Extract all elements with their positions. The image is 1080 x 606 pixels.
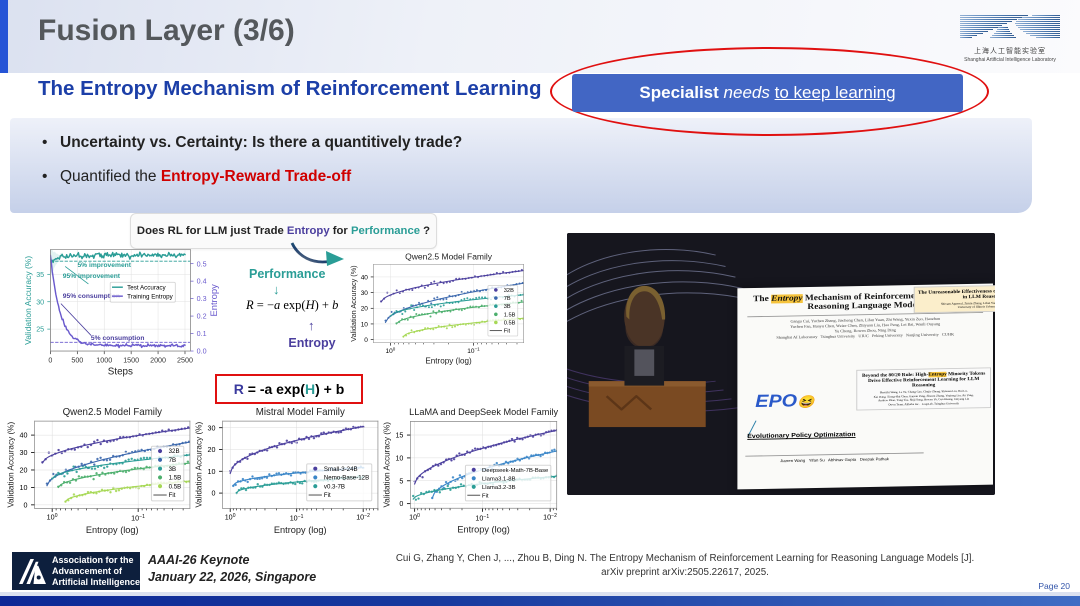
svg-text:10: 10 — [361, 321, 369, 328]
svg-text:Fit: Fit — [504, 329, 511, 335]
svg-text:7B: 7B — [504, 296, 511, 302]
svg-text:v0.3-7B: v0.3-7B — [324, 483, 345, 490]
svg-text:Validation Accuracy (%): Validation Accuracy (%) — [7, 422, 16, 508]
svg-text:1 0 −: 1 0 − 2 — [543, 503, 558, 524]
svg-text:0: 0 — [211, 490, 215, 498]
svg-text:35: 35 — [36, 271, 44, 279]
svg-text:Mistral Model Family: Mistral Model Family — [256, 407, 345, 418]
svg-text:Test Accuracy: Test Accuracy — [127, 284, 166, 291]
svg-text:20: 20 — [19, 467, 27, 475]
svg-text:7B: 7B — [169, 457, 176, 464]
svg-text:Fit: Fit — [482, 493, 489, 499]
svg-text:Small-3-24B: Small-3-24B — [324, 466, 358, 473]
svg-text:30: 30 — [19, 449, 27, 457]
svg-text:2000: 2000 — [150, 356, 166, 364]
svg-text:10: 10 — [395, 455, 403, 463]
svg-text:25: 25 — [36, 326, 44, 334]
svg-text:32B: 32B — [169, 448, 180, 455]
svg-text:20: 20 — [207, 446, 215, 454]
svg-text:0: 0 — [364, 337, 368, 344]
svg-text:1.5B: 1.5B — [169, 475, 182, 482]
svg-text:5% improvement: 5% improvement — [77, 262, 131, 269]
svg-text:Validation Accuracy (%): Validation Accuracy (%) — [195, 422, 204, 508]
svg-text:40: 40 — [19, 432, 27, 440]
svg-text:Validation Accuracy (%): Validation Accuracy (%) — [383, 422, 392, 508]
svg-text:0.3: 0.3 — [197, 295, 207, 303]
svg-text:0.5B: 0.5B — [169, 483, 182, 490]
svg-text:32B: 32B — [504, 288, 514, 294]
svg-text:1500: 1500 — [123, 356, 139, 364]
svg-text:10: 10 — [207, 468, 215, 476]
svg-text:30: 30 — [361, 290, 369, 297]
svg-text:Qwen2.5 Model Family: Qwen2.5 Model Family — [405, 252, 493, 262]
svg-text:Entropy (log): Entropy (log) — [274, 525, 327, 535]
svg-text:1.5B: 1.5B — [504, 312, 516, 318]
svg-text:Fit: Fit — [169, 492, 176, 499]
svg-text:1 0 −: 1 0 − 1 — [475, 504, 490, 525]
svg-text:1 0 −: 1 0 − 1 — [467, 339, 481, 356]
svg-text:Deepseek-Math-7B-Base: Deepseek-Math-7B-Base — [482, 468, 549, 474]
svg-text:LLaMA and DeepSeek Model Famil: LLaMA and DeepSeek Model Family — [409, 407, 558, 417]
svg-text:Training Entropy: Training Entropy — [127, 293, 173, 300]
svg-text:30: 30 — [207, 424, 215, 432]
svg-text:0: 0 — [399, 500, 403, 508]
svg-text:500: 500 — [71, 356, 83, 364]
svg-text:15: 15 — [395, 432, 403, 440]
svg-text:1 0 −: 1 0 − 1 — [131, 504, 147, 525]
svg-text:1000: 1000 — [96, 356, 112, 364]
svg-text:Steps: Steps — [108, 367, 133, 378]
svg-text:0.5B: 0.5B — [504, 320, 516, 326]
svg-text:Llama3.1-8B: Llama3.1-8B — [482, 476, 516, 482]
svg-text:Entropy: Entropy — [208, 284, 219, 317]
svg-text:0.2: 0.2 — [197, 313, 207, 321]
svg-text:20: 20 — [361, 306, 369, 313]
svg-text:3B: 3B — [169, 466, 176, 473]
svg-text:Llama3.2-3B: Llama3.2-3B — [482, 485, 516, 491]
svg-text:3B: 3B — [504, 304, 511, 310]
svg-text:95% improvement: 95% improvement — [63, 273, 121, 280]
svg-text:0: 0 — [23, 501, 27, 509]
svg-text:Entropy (log): Entropy (log) — [457, 525, 510, 535]
svg-text:0.0: 0.0 — [197, 348, 207, 356]
svg-text:Entropy (log): Entropy (log) — [425, 357, 472, 366]
svg-text:1 0 −: 1 0 − 2 — [356, 503, 372, 524]
svg-text:5% consumption: 5% consumption — [91, 335, 145, 342]
svg-text:2500: 2500 — [177, 356, 193, 364]
svg-text:Validation Accuracy (%): Validation Accuracy (%) — [23, 256, 33, 345]
svg-text:Qwen2.5 Model Family: Qwen2.5 Model Family — [63, 407, 163, 418]
svg-text:1 0 0: 1 0 0 — [386, 341, 397, 356]
svg-text:0.4: 0.4 — [197, 278, 207, 286]
svg-text:Nemo-Base-12B: Nemo-Base-12B — [324, 475, 369, 482]
svg-text:Fit: Fit — [324, 492, 331, 499]
svg-text:30: 30 — [36, 298, 44, 306]
svg-text:Validation Accuracy (%): Validation Accuracy (%) — [349, 265, 358, 341]
svg-text:10: 10 — [19, 484, 27, 492]
svg-text:Entropy (log): Entropy (log) — [86, 525, 139, 535]
svg-text:0.1: 0.1 — [197, 330, 207, 338]
svg-text:0.5: 0.5 — [197, 260, 207, 268]
svg-text:40: 40 — [361, 274, 369, 281]
svg-text:1 0 −: 1 0 − 1 — [290, 504, 306, 525]
svg-text:0: 0 — [48, 356, 52, 364]
svg-text:5: 5 — [399, 477, 403, 485]
